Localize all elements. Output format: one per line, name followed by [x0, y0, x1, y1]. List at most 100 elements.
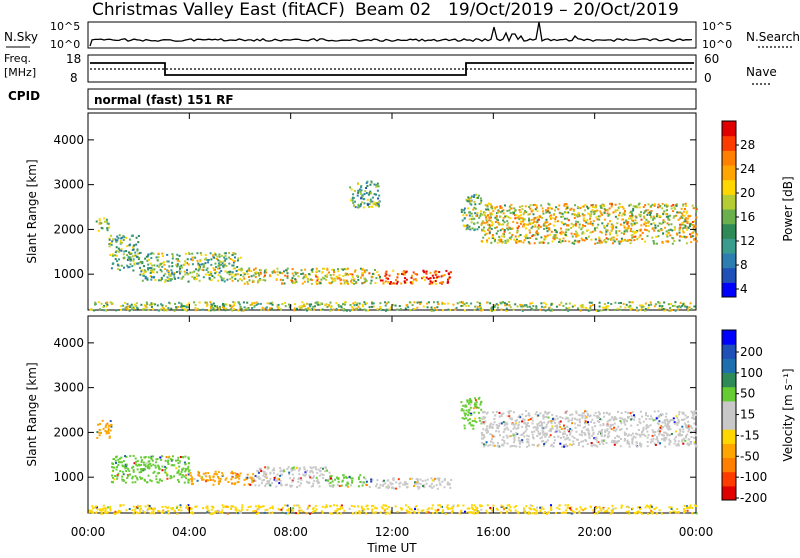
nave-tick-bottom: 0: [704, 71, 712, 85]
data-cell: [474, 305, 477, 308]
data-cell: [602, 240, 605, 242]
data-cell: [234, 472, 237, 475]
data-cell: [570, 419, 573, 422]
data-cell: [558, 423, 561, 426]
data-cell: [684, 208, 686, 210]
data-cell: [505, 307, 508, 310]
data-cell: [522, 510, 525, 513]
data-cell: [369, 282, 372, 285]
data-cell: [565, 509, 568, 512]
data-cell: [206, 511, 209, 514]
data-cell: [166, 279, 169, 282]
data-cell: [161, 479, 163, 482]
data-cell: [656, 436, 659, 438]
data-cell: [664, 204, 666, 207]
data-cell: [535, 411, 538, 413]
data-cell: [236, 512, 239, 515]
data-cell: [201, 478, 203, 481]
data-cell: [104, 430, 107, 432]
data-cell: [550, 230, 553, 233]
data-cell: [495, 424, 498, 426]
data-cell: [105, 512, 108, 515]
data-cell: [284, 301, 286, 304]
data-cell: [184, 273, 187, 276]
data-cell: [512, 220, 515, 223]
data-cell: [159, 308, 162, 311]
data-cell: [608, 412, 611, 415]
data-cell: [542, 415, 545, 418]
data-cell: [281, 272, 284, 275]
data-cell: [165, 309, 168, 312]
data-cell: [590, 301, 593, 304]
data-cell: [240, 279, 243, 282]
data-cell: [572, 225, 575, 228]
data-cell: [187, 456, 190, 459]
data-cell: [213, 276, 216, 279]
data-cell: [521, 208, 524, 211]
data-cell: [148, 507, 151, 509]
data-cell: [132, 505, 135, 508]
data-cell: [501, 438, 504, 441]
data-cell: [275, 485, 278, 488]
data-cell: [449, 507, 452, 510]
data-cell: [435, 511, 438, 514]
data-cell: [618, 211, 621, 214]
data-cell: [173, 273, 176, 276]
data-cell: [236, 273, 239, 276]
data-cell: [578, 226, 581, 229]
data-cell: [309, 305, 312, 308]
data-cell: [635, 441, 638, 444]
data-cell: [653, 242, 655, 245]
data-cell: [112, 469, 115, 472]
data-cell: [485, 208, 488, 211]
data-cell: [124, 455, 127, 458]
data-cell: [321, 511, 324, 514]
data-cell: [148, 505, 151, 507]
data-cell: [430, 306, 433, 309]
data-cell: [147, 474, 150, 477]
data-cell: [174, 510, 176, 513]
data-cell: [290, 467, 293, 470]
data-cell: [623, 431, 626, 434]
data-cell: [316, 478, 319, 481]
data-cell: [480, 210, 483, 213]
data-cell: [102, 504, 105, 507]
data-cell: [643, 217, 646, 219]
data-cell: [248, 275, 250, 278]
data-cell: [567, 309, 570, 312]
data-cell: [215, 257, 218, 260]
data-cell: [598, 238, 601, 241]
data-cell: [329, 484, 332, 487]
data-cell: [502, 216, 505, 219]
data-cell: [590, 444, 593, 447]
data-cell: [345, 484, 348, 487]
data-cell: [177, 456, 180, 459]
data-cell: [237, 268, 240, 271]
data-cell: [681, 222, 684, 225]
data-cell: [406, 486, 409, 489]
data-cell: [212, 255, 215, 258]
data-cell: [574, 422, 577, 425]
data-cell: [181, 469, 184, 471]
data-cell: [677, 444, 680, 447]
data-cell: [495, 218, 498, 221]
data-cell: [371, 505, 373, 508]
data-cell: [169, 458, 172, 461]
data-cell: [194, 307, 197, 310]
data-cell: [510, 207, 513, 210]
data-cell: [321, 271, 324, 274]
data-cell: [338, 274, 341, 277]
data-cell: [688, 306, 691, 309]
data-cell: [433, 301, 435, 304]
data-cell: [316, 480, 318, 483]
data-cell: [138, 471, 141, 474]
data-cell: [440, 281, 443, 284]
data-cell: [331, 480, 334, 483]
data-cell: [500, 505, 503, 508]
data-cell: [482, 437, 484, 440]
data-cell: [214, 470, 217, 473]
data-cell: [502, 506, 505, 509]
colorbar-segment: [722, 194, 736, 210]
data-cell: [631, 230, 634, 233]
x-tick-label: 04:00: [172, 525, 207, 539]
